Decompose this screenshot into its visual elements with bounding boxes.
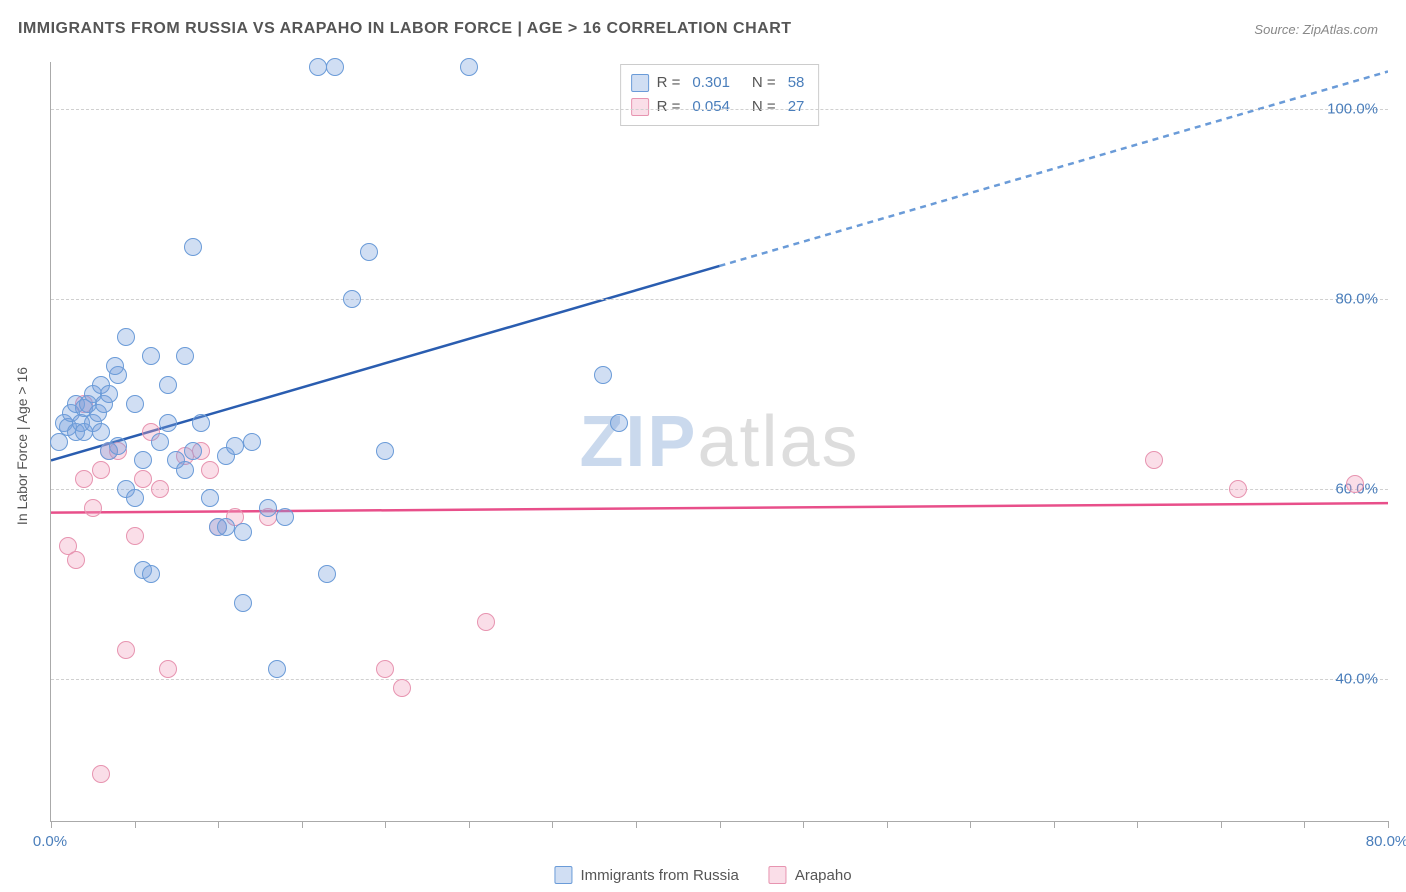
stats-legend: R = 0.301 N = 58 R = 0.054 N = 27 (620, 64, 820, 126)
data-point (201, 489, 219, 507)
data-point (192, 414, 210, 432)
data-point (176, 347, 194, 365)
ytick-label: 80.0% (1335, 291, 1378, 308)
xtick (720, 821, 721, 828)
legend-item-series2: Arapaho (769, 866, 852, 884)
data-point (84, 499, 102, 517)
data-point (268, 660, 286, 678)
data-point (360, 243, 378, 261)
data-point (92, 423, 110, 441)
swatch-pink-icon (769, 866, 787, 884)
chart-title: IMMIGRANTS FROM RUSSIA VS ARAPAHO IN LAB… (18, 20, 792, 38)
xtick (302, 821, 303, 828)
xtick (552, 821, 553, 828)
legend-item-series1: Immigrants from Russia (554, 866, 738, 884)
gridline (51, 489, 1388, 490)
xtick (135, 821, 136, 828)
data-point (184, 238, 202, 256)
swatch-blue (631, 74, 649, 92)
data-point (594, 366, 612, 384)
xtick (803, 821, 804, 828)
data-point (159, 660, 177, 678)
xtick (1221, 821, 1222, 828)
data-point (159, 414, 177, 432)
data-point (343, 290, 361, 308)
data-point (142, 565, 160, 583)
data-point (326, 58, 344, 76)
gridline (51, 679, 1388, 680)
data-point (1229, 480, 1247, 498)
data-point (151, 433, 169, 451)
gridline (51, 299, 1388, 300)
xtick (51, 821, 52, 828)
xtick (1054, 821, 1055, 828)
xtick (218, 821, 219, 828)
watermark: ZIPatlas (579, 401, 859, 483)
data-point (318, 565, 336, 583)
data-point (393, 679, 411, 697)
data-point (243, 433, 261, 451)
stats-row-series2: R = 0.054 N = 27 (631, 95, 805, 119)
source-label: Source: ZipAtlas.com (1254, 22, 1378, 37)
data-point (126, 395, 144, 413)
data-point (309, 58, 327, 76)
data-point (92, 765, 110, 783)
data-point (176, 461, 194, 479)
xtick (970, 821, 971, 828)
data-point (100, 385, 118, 403)
correlation-chart: IMMIGRANTS FROM RUSSIA VS ARAPAHO IN LAB… (0, 0, 1406, 892)
data-point (92, 461, 110, 479)
data-point (67, 551, 85, 569)
data-point (75, 470, 93, 488)
ytick-label: 100.0% (1327, 101, 1378, 118)
xtick-label: 0.0% (33, 833, 67, 850)
xtick-label: 80.0% (1366, 833, 1406, 850)
data-point (1346, 475, 1364, 493)
y-axis-label: In Labor Force | Age > 16 (14, 367, 30, 525)
xtick (469, 821, 470, 828)
data-point (477, 613, 495, 631)
data-point (109, 437, 127, 455)
series-legend: Immigrants from Russia Arapaho (554, 866, 851, 884)
data-point (226, 437, 244, 455)
gridline (51, 109, 1388, 110)
data-point (460, 58, 478, 76)
xtick (1304, 821, 1305, 828)
data-point (234, 594, 252, 612)
xtick (1388, 821, 1389, 828)
data-point (276, 508, 294, 526)
data-point (159, 376, 177, 394)
data-point (259, 499, 277, 517)
data-point (126, 527, 144, 545)
xtick (636, 821, 637, 828)
xtick (1137, 821, 1138, 828)
data-point (134, 470, 152, 488)
data-point (217, 518, 235, 536)
swatch-blue-icon (554, 866, 572, 884)
data-point (117, 641, 135, 659)
xtick (887, 821, 888, 828)
data-point (1145, 451, 1163, 469)
xtick (385, 821, 386, 828)
swatch-pink (631, 98, 649, 116)
data-point (376, 660, 394, 678)
data-point (117, 328, 135, 346)
data-point (151, 480, 169, 498)
data-point (106, 357, 124, 375)
data-point (610, 414, 628, 432)
stats-row-series1: R = 0.301 N = 58 (631, 71, 805, 95)
plot-area: ZIPatlas R = 0.301 N = 58 R = 0.054 N = … (50, 62, 1388, 822)
data-point (201, 461, 219, 479)
ytick-label: 40.0% (1335, 670, 1378, 687)
data-point (184, 442, 202, 460)
data-point (234, 523, 252, 541)
data-point (134, 451, 152, 469)
data-point (142, 347, 160, 365)
data-point (376, 442, 394, 460)
data-point (126, 489, 144, 507)
